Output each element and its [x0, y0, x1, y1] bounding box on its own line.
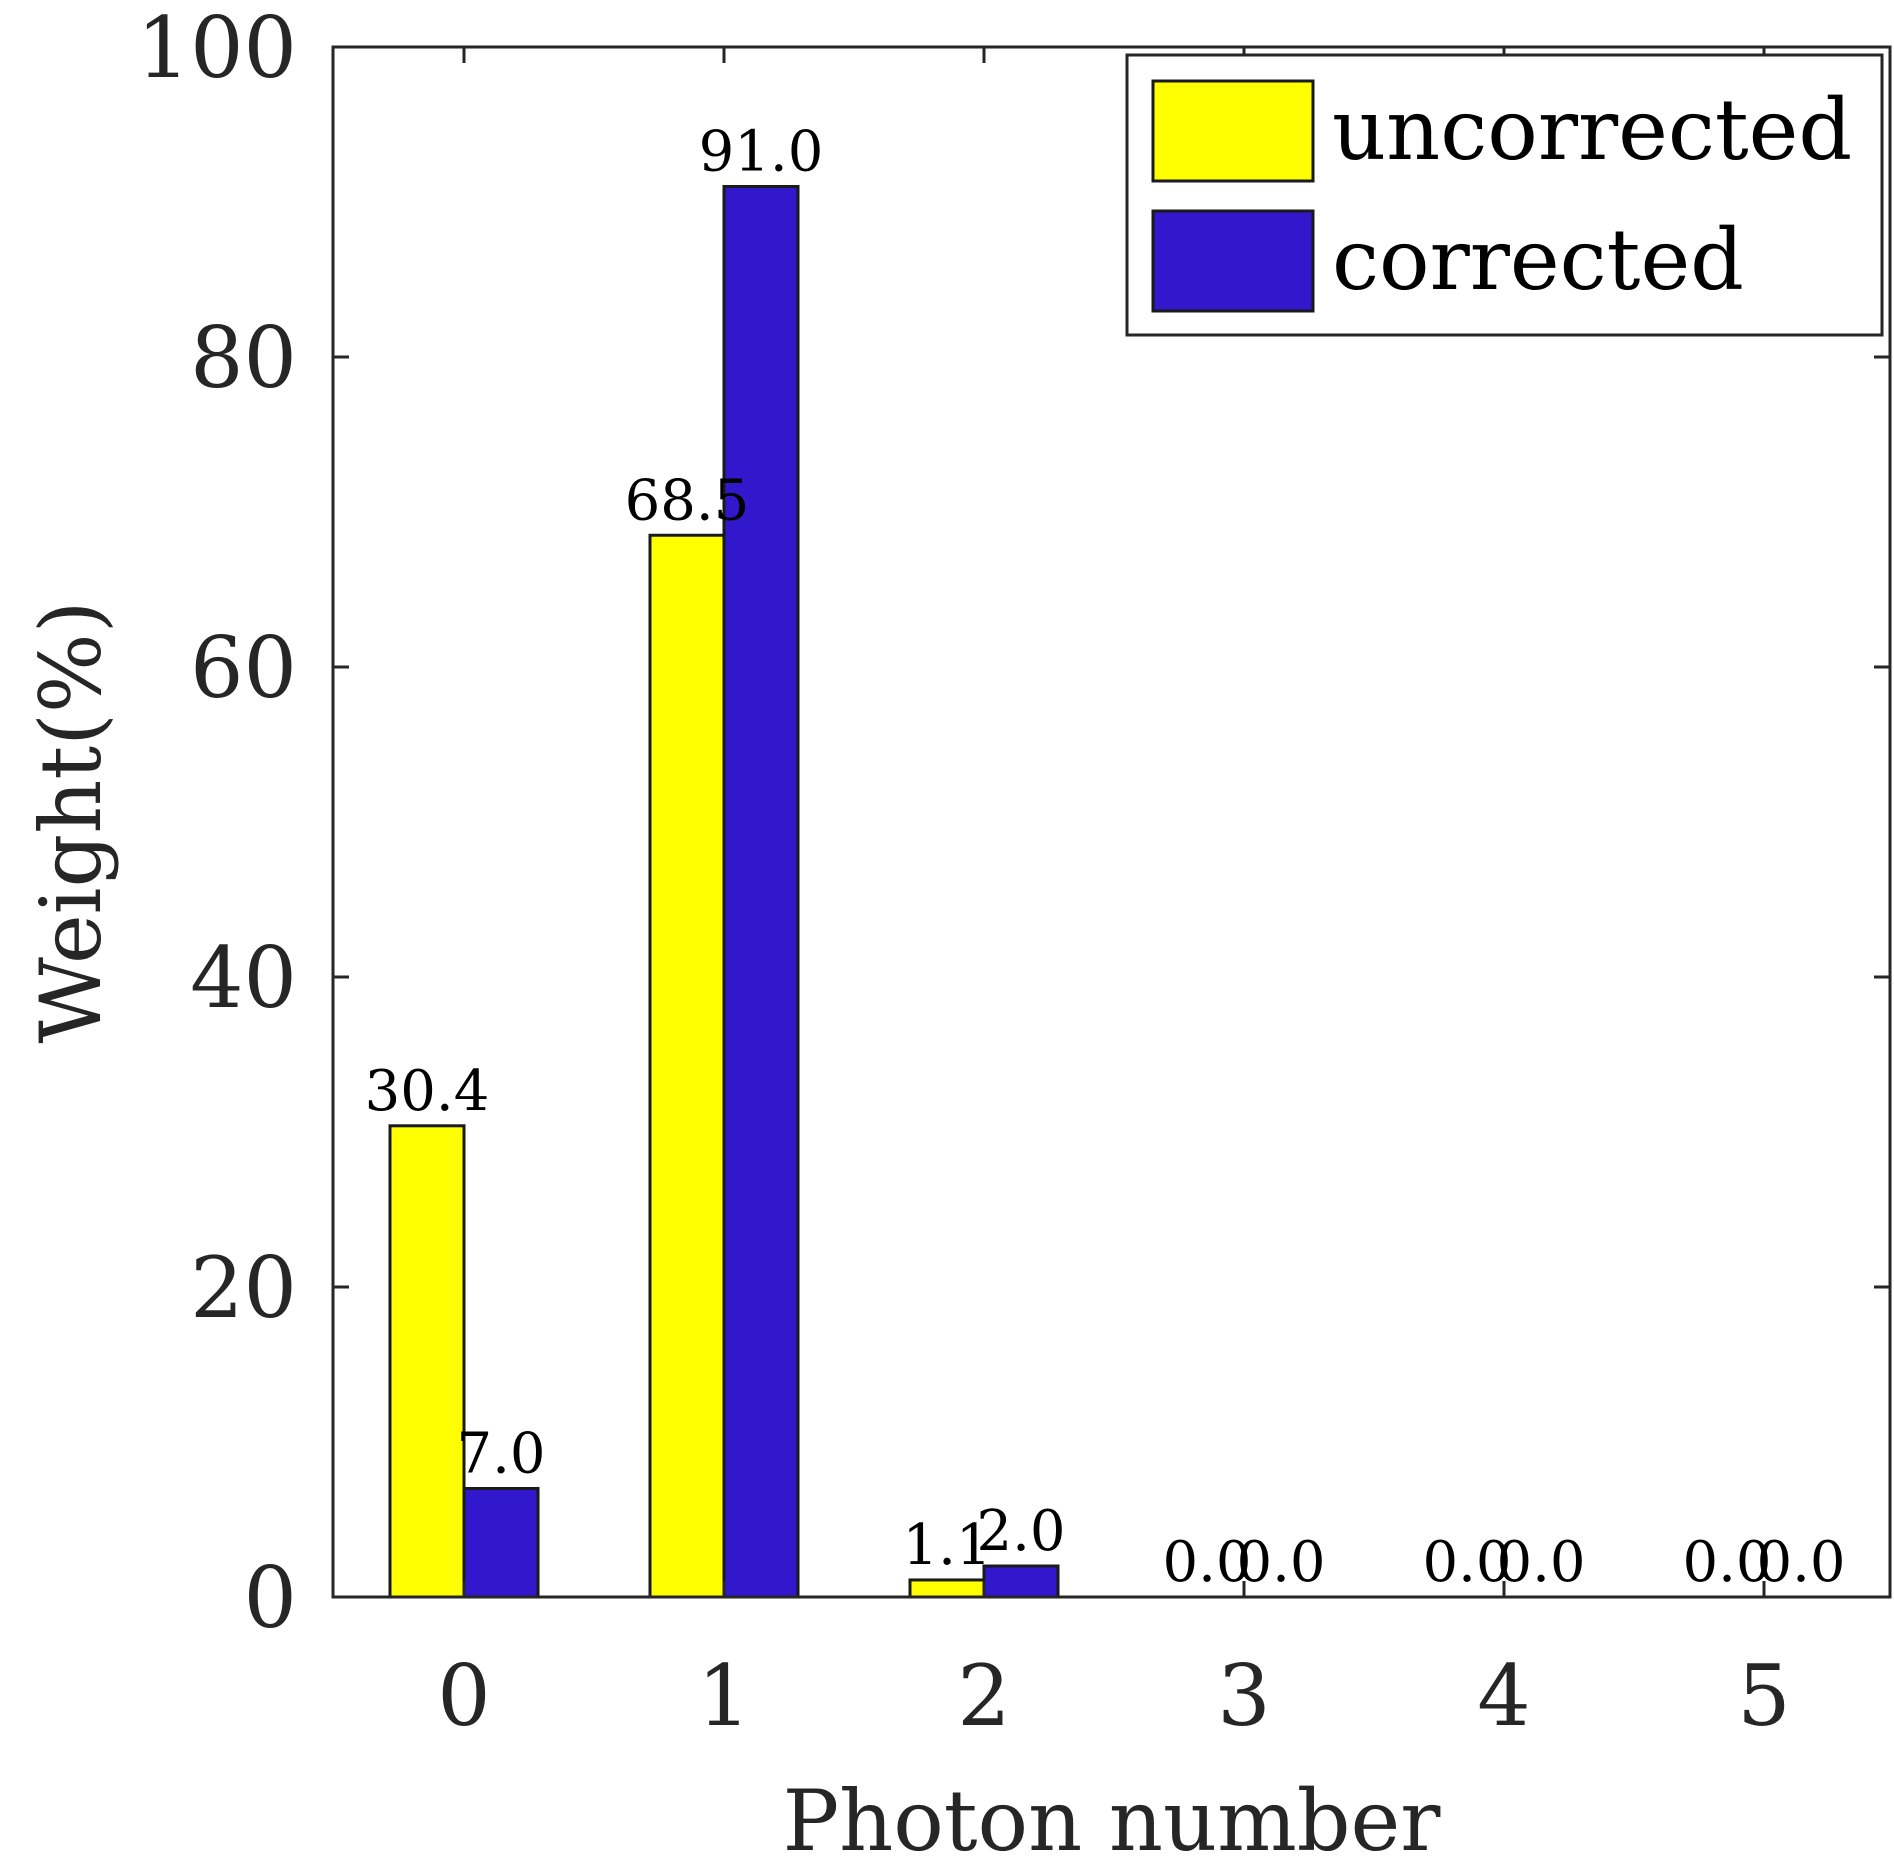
bar-corrected-2 — [982, 1564, 1060, 1599]
data-label-uncorrected-3: 0.0 — [1162, 1530, 1251, 1595]
y-tick-label-20: 20 — [190, 1239, 297, 1337]
y-tick-label-40: 40 — [190, 929, 297, 1027]
x-tick-label-5: 5 — [1737, 1647, 1790, 1745]
bar-corrected-0 — [462, 1487, 540, 1599]
data-label-uncorrected-1: 68.5 — [625, 468, 750, 533]
plot-frame — [331, 45, 1892, 1599]
data-label-corrected-3: 0.0 — [1236, 1530, 1325, 1595]
data-label-uncorrected-0: 30.4 — [365, 1059, 490, 1124]
x-axis-title: Photon number — [783, 1772, 1442, 1859]
data-label-uncorrected-5: 0.0 — [1682, 1530, 1771, 1595]
data-label-uncorrected-2: 1.1 — [902, 1513, 991, 1578]
x-tick-label-2: 2 — [957, 1647, 1010, 1745]
bar-uncorrected-1 — [648, 533, 726, 1599]
x-tick-label-0: 0 — [437, 1647, 490, 1745]
data-label-corrected-4: 0.0 — [1496, 1530, 1585, 1595]
x-tick-label-1: 1 — [697, 1647, 750, 1745]
data-labels-group: 30.468.51.1 0.0 0.0 0.07.091.02.0 0.0 0.0 0.0 — [365, 120, 1846, 1596]
y-tick-label-60: 60 — [190, 619, 297, 717]
bars-group — [388, 185, 1840, 1599]
bar-uncorrected-0 — [388, 1124, 466, 1599]
data-label-corrected-1: 91.0 — [699, 120, 824, 185]
x-tick-label-4: 4 — [1477, 1647, 1530, 1745]
legend: uncorrected corrected — [1125, 53, 1884, 337]
legend-label-corrected: corrected — [1332, 211, 1744, 309]
y-tick-label-80: 80 — [190, 309, 297, 407]
x-tick-label-3: 3 — [1217, 1647, 1270, 1745]
legend-swatch-corrected — [1151, 209, 1315, 313]
tick-labels-group: 0 20 40 60 80 100 0 1 2 3 4 5 — [137, 0, 1791, 1745]
data-label-corrected-2: 2.0 — [976, 1499, 1065, 1564]
bar-corrected-1 — [722, 185, 800, 1599]
legend-swatch-uncorrected — [1151, 79, 1315, 183]
data-label-corrected-0: 7.0 — [456, 1422, 545, 1487]
y-axis-title: Weight(%) — [22, 600, 120, 1043]
data-label-corrected-5: 0.0 — [1756, 1530, 1845, 1595]
data-label-uncorrected-4: 0.0 — [1422, 1530, 1511, 1595]
legend-label-uncorrected: uncorrected — [1332, 81, 1852, 179]
bar-uncorrected-2 — [908, 1578, 986, 1599]
y-tick-label-100: 100 — [137, 0, 297, 97]
y-tick-label-0: 0 — [244, 1549, 297, 1647]
